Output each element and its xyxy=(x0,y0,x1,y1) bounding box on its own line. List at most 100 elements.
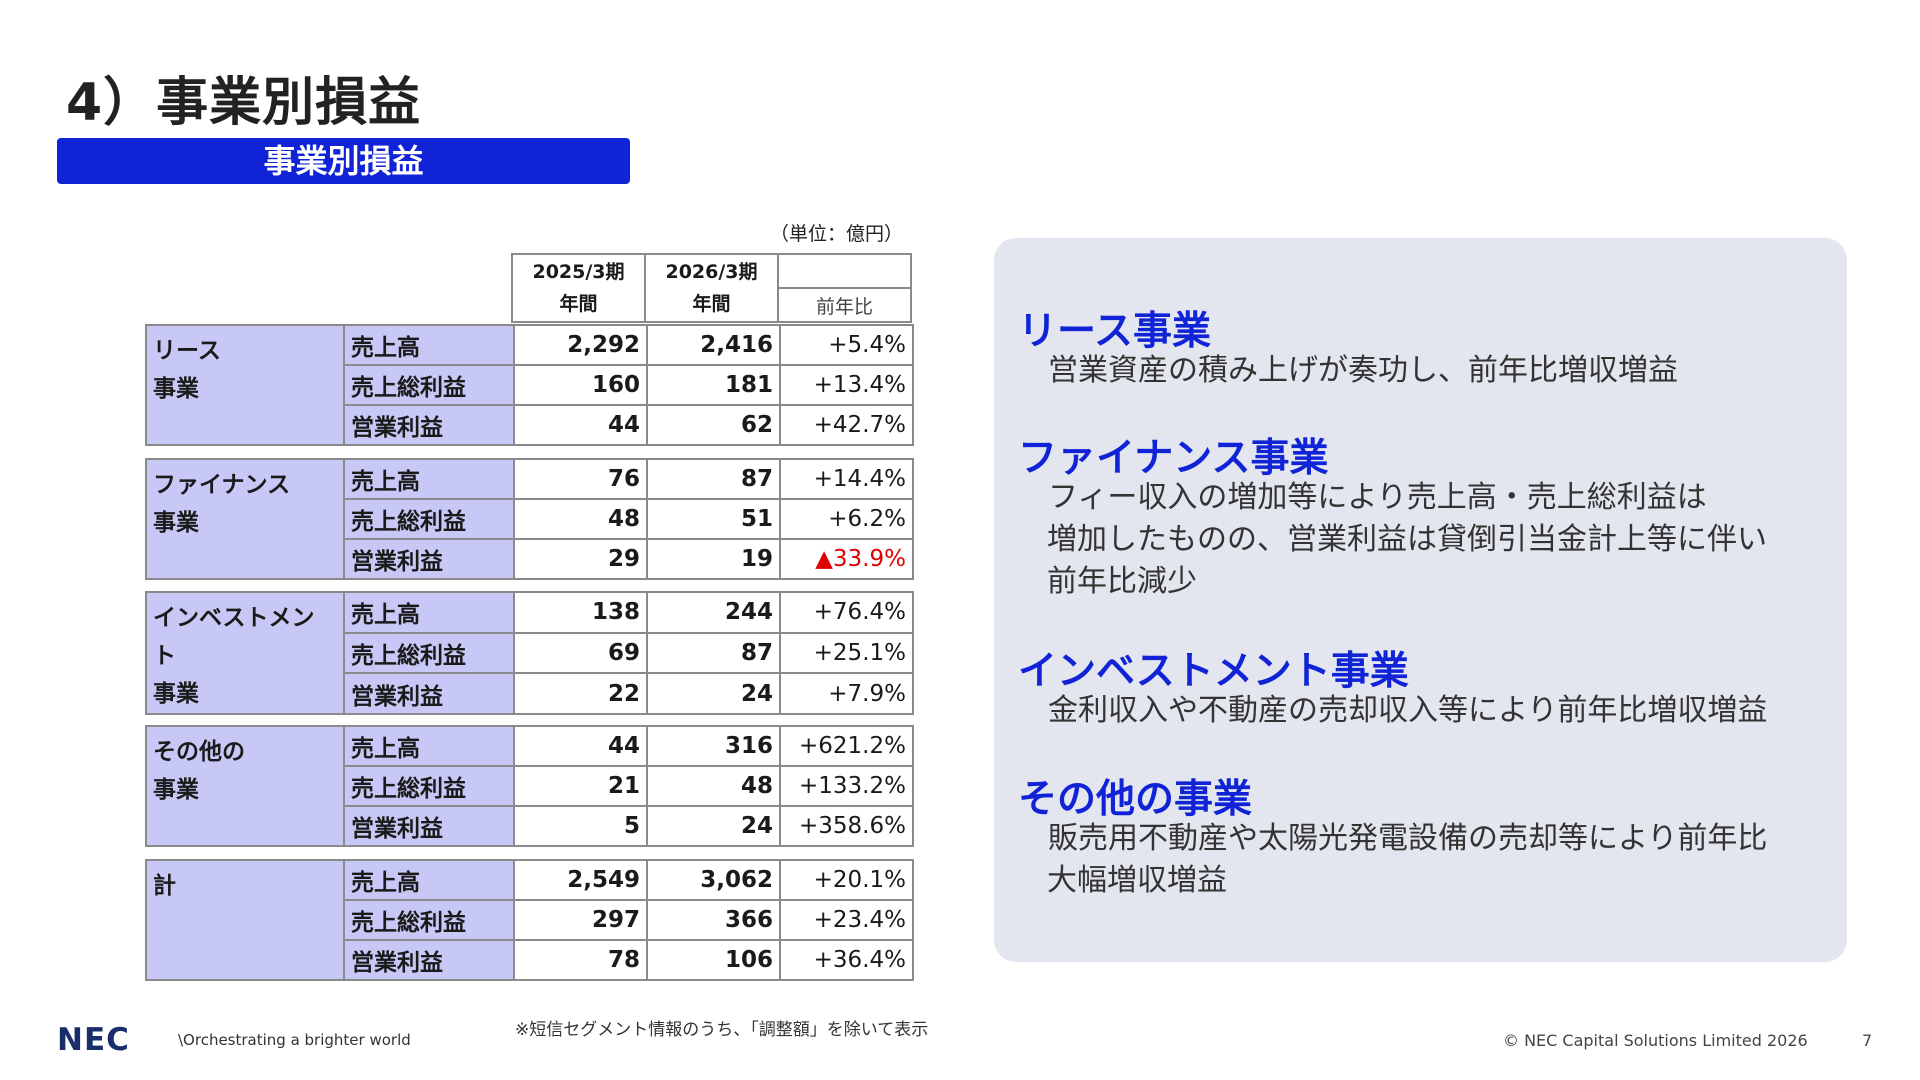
table-row: 売上総利益 21 48 +133.2% xyxy=(146,765,914,807)
value-fy2026: 181 xyxy=(646,364,781,406)
value-fy2025: 29 xyxy=(513,538,648,580)
value-yoy: +20.1% xyxy=(779,859,914,901)
metric-label: 売上高 xyxy=(343,324,515,366)
value-yoy: +133.2% xyxy=(779,765,914,807)
value-fy2026: 24 xyxy=(646,805,781,847)
value-fy2026: 24 xyxy=(646,672,781,715)
segment-table: インベストメント 事業 売上高 138 244 +76.4% 売上総利益 69 87 +25.1%… xyxy=(145,591,914,715)
commentary-text: 増加したものの、営業利益は貸倒引当金計上等に伴い xyxy=(1047,522,1767,557)
metric-label: 売上総利益 xyxy=(343,899,515,941)
commentary-text: 前年比減少 xyxy=(1047,564,1197,599)
value-fy2025: 44 xyxy=(513,404,648,446)
segment-table: その他の 事業 売上高 44 316 +621.2% 売上総利益 21 48 +133.2% 営業利… xyxy=(145,725,914,847)
value-fy2025: 2,292 xyxy=(513,324,648,366)
metric-label: 売上総利益 xyxy=(343,765,515,807)
table-row: 営業利益 29 19 ▲33.9% xyxy=(146,538,914,580)
copyright: © NEC Capital Solutions Limited 2026 xyxy=(1503,1031,1808,1050)
value-fy2026: 106 xyxy=(646,939,781,981)
segment-name-line2: 事業 xyxy=(153,681,199,707)
commentary-text: 営業資産の積み上げが奏功し、前年比増収増益 xyxy=(1048,353,1678,388)
table-row: 営業利益 5 24 +358.6% xyxy=(146,805,914,847)
header-fy2026: 2026/3期 年間 xyxy=(644,253,779,323)
value-yoy: ▲33.9% xyxy=(779,538,914,580)
segment-name-line2: 事業 xyxy=(153,777,199,803)
value-fy2026: 87 xyxy=(646,631,781,675)
value-fy2025: 160 xyxy=(513,364,648,406)
table-row: 売上総利益 160 181 +13.4% xyxy=(146,364,914,406)
metric-label: 売上総利益 xyxy=(343,631,515,675)
value-fy2025: 5 xyxy=(513,805,648,847)
segment-name-line1: リース xyxy=(153,338,221,364)
value-yoy: +5.4% xyxy=(779,324,914,366)
metric-label: 営業利益 xyxy=(343,404,515,446)
metric-label: 売上高 xyxy=(343,725,515,767)
table-row: 計 売上高 2,549 3,062 +20.1% xyxy=(145,859,914,981)
segment-name: インベストメント事業 xyxy=(145,591,345,715)
commentary-text: 販売用不動産や太陽光発電設備の売却等により前年比 xyxy=(1048,821,1768,856)
table-row: インベストメント 事業 売上高 138 244 +76.4% xyxy=(145,591,914,715)
segment-name: リース 事業 xyxy=(145,324,345,446)
value-fy2026: 51 xyxy=(646,498,781,540)
metric-label: 売上高 xyxy=(343,458,515,500)
value-fy2025: 22 xyxy=(513,672,648,715)
table-row: その他の 事業 売上高 44 316 +621.2% xyxy=(145,725,914,847)
value-fy2026: 366 xyxy=(646,899,781,941)
commentary-heading: その他の事業 xyxy=(1018,777,1253,822)
segment-table: リース 事業 売上高 2,292 2,416 +5.4% 売上総利益 160 181 +13.4%… xyxy=(145,324,914,446)
table-row: リース 事業 売上高 2,292 2,416 +5.4% xyxy=(145,324,914,446)
metric-label: 営業利益 xyxy=(343,805,515,847)
value-yoy: +76.4% xyxy=(779,591,914,634)
value-fy2025: 69 xyxy=(513,631,648,675)
segment-name-line1: 計 xyxy=(153,873,176,899)
table-row: 営業利益 22 24 +7.9% xyxy=(146,672,914,715)
value-fy2026: 19 xyxy=(646,538,781,580)
value-yoy: +13.4% xyxy=(779,364,914,406)
table-row: 営業利益 44 62 +42.7% xyxy=(146,404,914,446)
commentary-panel xyxy=(994,238,1847,962)
value-fy2025: 78 xyxy=(513,939,648,981)
metric-label: 売上総利益 xyxy=(343,498,515,540)
header-fy2026-period: 2026/3期 xyxy=(665,261,758,283)
segment-name-line1: ファイナンス xyxy=(153,472,291,498)
table-row: ファイナンス 事業 売上高 76 87 +14.4% xyxy=(145,458,914,580)
table-row: 売上総利益 297 366 +23.4% xyxy=(146,899,914,941)
value-yoy: +23.4% xyxy=(779,899,914,941)
header-fy2025-label: 年間 xyxy=(559,293,598,315)
footnote: ※短信セグメント情報のうち、「調整額」を除いて表示 xyxy=(515,1020,929,1040)
segment-name: その他の 事業 xyxy=(145,725,345,847)
metric-label: 売上高 xyxy=(343,859,515,901)
value-fy2026: 3,062 xyxy=(646,859,781,901)
table-header: 2025/3期 年間 2026/3期 年間 前年比 xyxy=(511,253,912,323)
commentary-heading: インベストメント事業 xyxy=(1018,649,1409,694)
value-fy2026: 316 xyxy=(646,725,781,767)
table-row: 売上総利益 69 87 +25.1% xyxy=(146,631,914,675)
value-fy2026: 62 xyxy=(646,404,781,446)
value-fy2025: 44 xyxy=(513,725,648,767)
value-fy2026: 2,416 xyxy=(646,324,781,366)
segment-name: 計 xyxy=(145,859,345,981)
value-fy2025: 2,549 xyxy=(513,859,648,901)
value-fy2025: 138 xyxy=(513,591,648,634)
segment-table: ファイナンス 事業 売上高 76 87 +14.4% 売上総利益 48 51 +6.2% 営業利益 2… xyxy=(145,458,914,580)
nec-logo: NEC xyxy=(57,1022,130,1058)
metric-label: 営業利益 xyxy=(343,538,515,580)
segment-name-line1: インベストメント xyxy=(153,605,315,669)
header-fy2026-label: 年間 xyxy=(692,293,731,315)
tagline: \Orchestrating a brighter world xyxy=(178,1031,411,1049)
table-row: 売上総利益 48 51 +6.2% xyxy=(146,498,914,540)
segment-name-line2: 事業 xyxy=(153,510,199,536)
value-yoy: +621.2% xyxy=(779,725,914,767)
segment-table: 計売上高 2,549 3,062 +20.1% 売上総利益 297 366 +23.4% 営業利… xyxy=(145,859,914,981)
value-fy2025: 21 xyxy=(513,765,648,807)
value-yoy: +25.1% xyxy=(779,631,914,675)
value-fy2025: 48 xyxy=(513,498,648,540)
value-yoy: +42.7% xyxy=(779,404,914,446)
page-number: 7 xyxy=(1862,1031,1873,1050)
unit-label: （単位：億円） xyxy=(770,223,904,245)
value-yoy: +14.4% xyxy=(779,458,914,500)
header-yoy: 前年比 xyxy=(777,287,912,323)
value-yoy: +6.2% xyxy=(779,498,914,540)
commentary-text: 大幅増収増益 xyxy=(1047,863,1227,898)
commentary-text: 金利収入や不動産の売却収入等により前年比増収増益 xyxy=(1048,693,1768,728)
value-fy2026: 87 xyxy=(646,458,781,500)
